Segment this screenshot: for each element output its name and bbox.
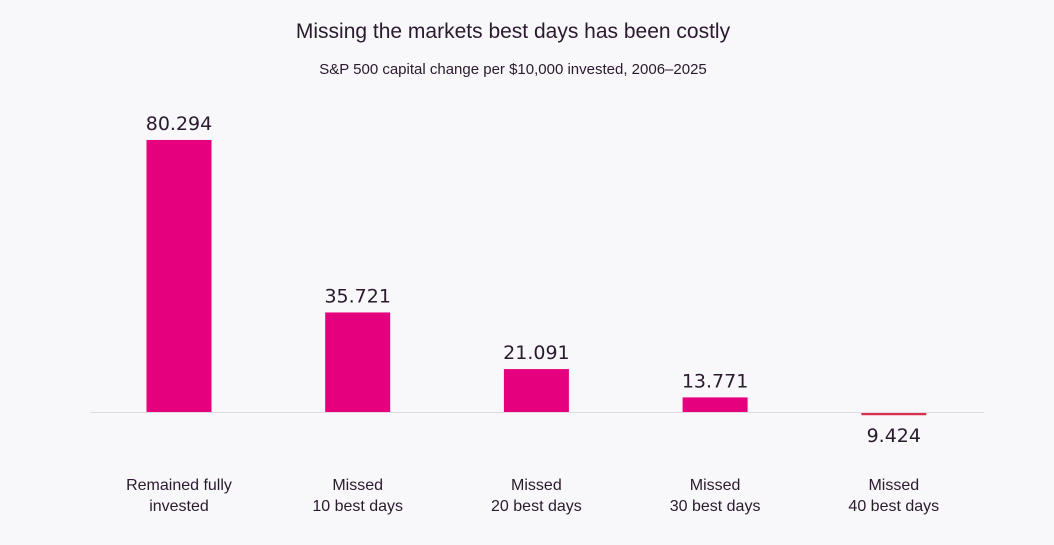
x-tick-label: 40 best days: [848, 498, 939, 515]
bar: [146, 139, 212, 412]
bar: [682, 397, 748, 412]
x-tick-label: 30 best days: [670, 498, 761, 515]
data-label: 35.721: [324, 285, 390, 307]
x-tick-label: 10 best days: [312, 498, 403, 515]
data-label: 80.294: [146, 113, 212, 135]
x-tick-label: 20 best days: [491, 498, 582, 515]
bar: [503, 369, 569, 412]
chart-subtitle: S&P 500 capital change per $10,000 inves…: [319, 61, 707, 78]
data-label: 13.771: [682, 370, 748, 392]
x-tick-label: Missed: [332, 477, 383, 494]
x-tick-label: Missed: [868, 477, 919, 494]
bar: [325, 312, 391, 412]
data-label: 9.424: [867, 425, 921, 447]
x-tick-label: invested: [149, 498, 209, 515]
data-label: 21.091: [503, 342, 569, 364]
x-tick-label: Missed: [511, 477, 562, 494]
x-tick-label: Missed: [690, 477, 741, 494]
x-tick-label: Remained fully: [126, 477, 232, 494]
bar: [861, 413, 927, 416]
chart-title: Missing the markets best days has been c…: [295, 20, 731, 43]
